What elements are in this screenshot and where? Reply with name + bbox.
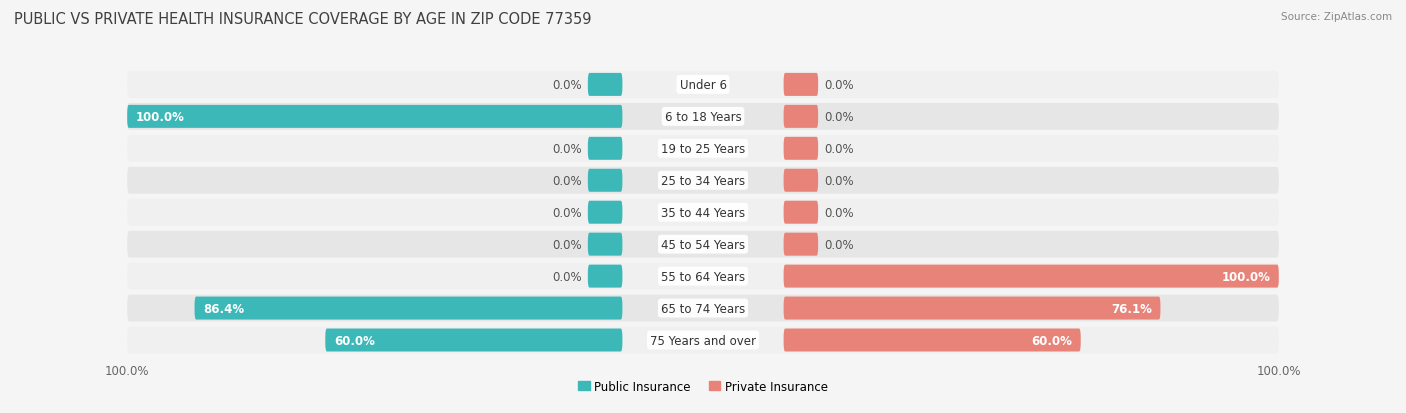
FancyBboxPatch shape [588, 74, 623, 97]
Text: Source: ZipAtlas.com: Source: ZipAtlas.com [1281, 12, 1392, 22]
FancyBboxPatch shape [588, 138, 623, 160]
FancyBboxPatch shape [127, 104, 1279, 131]
Text: 0.0%: 0.0% [553, 142, 582, 155]
FancyBboxPatch shape [588, 201, 623, 224]
FancyBboxPatch shape [194, 297, 623, 320]
Text: 19 to 25 Years: 19 to 25 Years [661, 142, 745, 155]
Text: 0.0%: 0.0% [824, 79, 853, 92]
Text: 65 to 74 Years: 65 to 74 Years [661, 302, 745, 315]
FancyBboxPatch shape [783, 297, 1160, 320]
Text: PUBLIC VS PRIVATE HEALTH INSURANCE COVERAGE BY AGE IN ZIP CODE 77359: PUBLIC VS PRIVATE HEALTH INSURANCE COVER… [14, 12, 592, 27]
Text: 35 to 44 Years: 35 to 44 Years [661, 206, 745, 219]
FancyBboxPatch shape [127, 327, 1279, 354]
FancyBboxPatch shape [588, 265, 623, 288]
FancyBboxPatch shape [588, 169, 623, 192]
Text: 100.0%: 100.0% [1222, 270, 1270, 283]
FancyBboxPatch shape [783, 106, 818, 128]
FancyBboxPatch shape [783, 329, 1081, 351]
Text: 0.0%: 0.0% [824, 142, 853, 155]
FancyBboxPatch shape [127, 199, 1279, 226]
Text: 60.0%: 60.0% [333, 334, 375, 347]
Text: 0.0%: 0.0% [824, 206, 853, 219]
FancyBboxPatch shape [588, 233, 623, 256]
Text: 0.0%: 0.0% [553, 206, 582, 219]
FancyBboxPatch shape [127, 72, 1279, 99]
Text: Under 6: Under 6 [679, 79, 727, 92]
FancyBboxPatch shape [127, 263, 1279, 290]
FancyBboxPatch shape [127, 231, 1279, 258]
Text: 76.1%: 76.1% [1111, 302, 1152, 315]
Text: 45 to 54 Years: 45 to 54 Years [661, 238, 745, 251]
Text: 6 to 18 Years: 6 to 18 Years [665, 111, 741, 123]
Legend: Public Insurance, Private Insurance: Public Insurance, Private Insurance [574, 375, 832, 397]
FancyBboxPatch shape [783, 169, 818, 192]
Text: 60.0%: 60.0% [1031, 334, 1073, 347]
Text: 0.0%: 0.0% [824, 111, 853, 123]
FancyBboxPatch shape [783, 201, 818, 224]
FancyBboxPatch shape [127, 167, 1279, 194]
Text: 0.0%: 0.0% [553, 238, 582, 251]
Text: 100.0%: 100.0% [136, 111, 184, 123]
Text: 25 to 34 Years: 25 to 34 Years [661, 174, 745, 188]
FancyBboxPatch shape [783, 265, 1279, 288]
Text: 0.0%: 0.0% [824, 238, 853, 251]
Text: 86.4%: 86.4% [204, 302, 245, 315]
FancyBboxPatch shape [127, 135, 1279, 162]
Text: 55 to 64 Years: 55 to 64 Years [661, 270, 745, 283]
FancyBboxPatch shape [783, 138, 818, 160]
FancyBboxPatch shape [783, 233, 818, 256]
FancyBboxPatch shape [783, 74, 818, 97]
Text: 0.0%: 0.0% [553, 174, 582, 188]
Text: 0.0%: 0.0% [824, 174, 853, 188]
FancyBboxPatch shape [127, 295, 1279, 322]
Text: 0.0%: 0.0% [553, 79, 582, 92]
FancyBboxPatch shape [127, 106, 623, 128]
Text: 75 Years and over: 75 Years and over [650, 334, 756, 347]
Text: 0.0%: 0.0% [553, 270, 582, 283]
FancyBboxPatch shape [325, 329, 623, 351]
